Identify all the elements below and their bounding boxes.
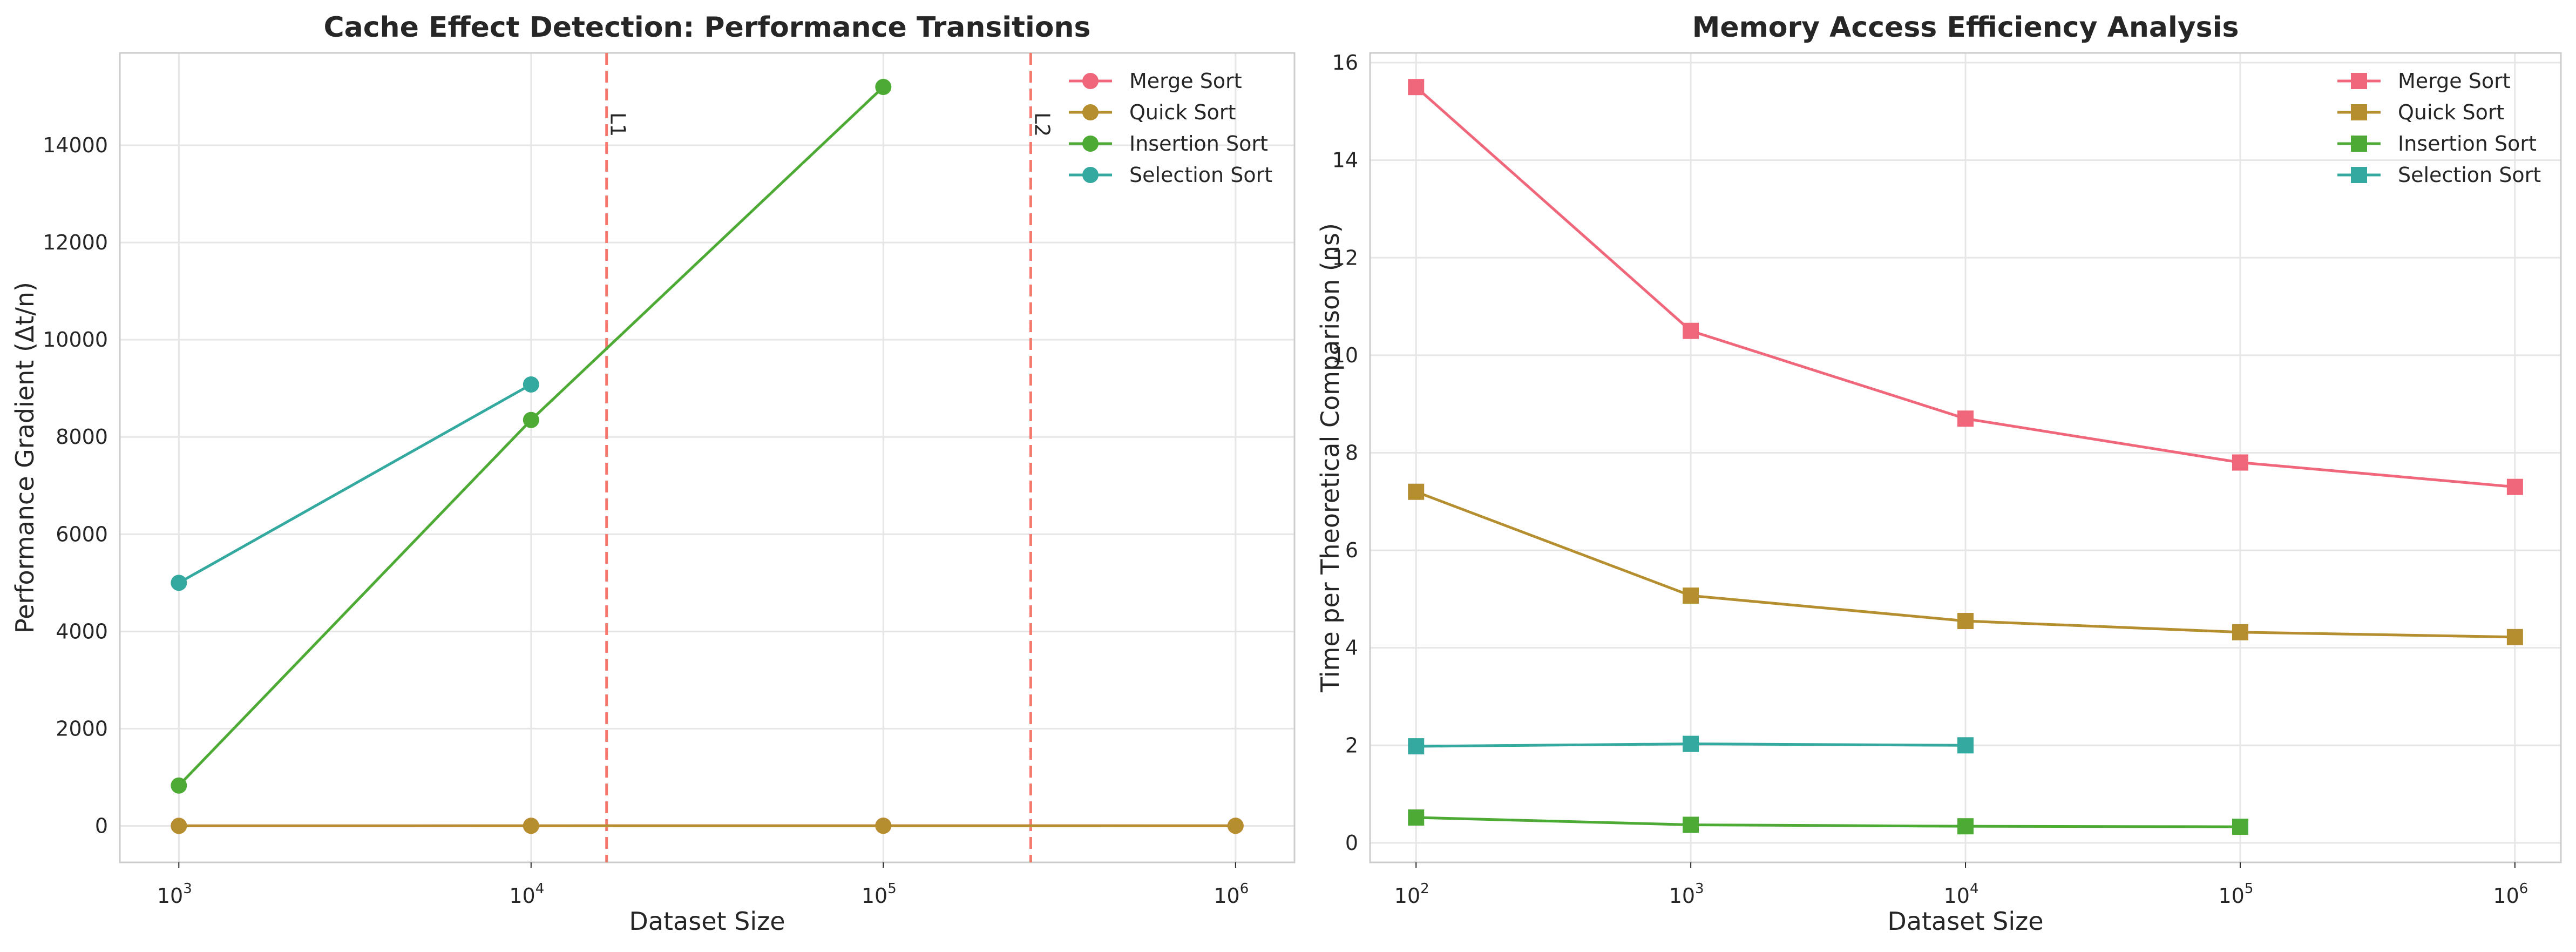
legend-marker [1082,73,1099,89]
x-axis-label: Dataset Size [629,907,785,936]
y-axis-label: Time per Theoretical Comparison (ns) [1316,223,1345,693]
legend-label: Merge Sort [2398,69,2511,93]
data-point [1683,816,1699,833]
data-point [2232,819,2248,835]
y-tick-label: 14 [1332,148,1358,172]
legend-marker [1082,136,1099,152]
y-tick-label: 10 [1332,343,1358,367]
x-tick-label: 105 [2218,881,2253,908]
data-point [171,575,187,591]
legend-marker [2351,73,2367,89]
data-point [1408,79,1425,96]
x-tick-label: 106 [2493,881,2528,908]
data-point [1683,735,1699,752]
chart-panel-memory-efficiency: 102 103 104 105 106 0 2 4 6 8 10 12 14 16 Merge Sort Qu… [1316,11,2562,936]
y-tick-label: 6000 [56,522,108,546]
legend-marker [1082,104,1099,120]
data-point [2506,478,2523,495]
data-point [1957,613,1974,630]
x-tick-label: 105 [862,881,897,908]
y-axis-label: Performance Gradient (Δt/n) [10,282,39,633]
data-point [875,818,892,834]
legend-marker [2351,167,2367,183]
cache-line-label: L1 [606,112,630,137]
legend-marker [2351,136,2367,152]
y-tick-label: 8000 [56,425,108,449]
y-tick-label: 4 [1345,636,1358,660]
legend-label: Merge Sort [1129,69,1242,93]
y-tick-label: 2000 [56,717,108,740]
data-point [1957,737,1974,754]
data-point [1227,818,1244,834]
legend-label: Quick Sort [1129,100,1236,124]
chart-panel-cache-effect: 103 104 105 106 0 2000 4000 6000 8000 10000 12000 1… [10,11,1296,936]
legend-label: Selection Sort [2398,163,2541,187]
y-tick-label: 0 [1345,831,1358,855]
y-tick-label: 12 [1332,246,1358,269]
data-point [1957,410,1974,427]
legend-marker [2351,104,2367,120]
data-point [1408,809,1425,826]
legend-label: Quick Sort [2398,100,2504,124]
legend-marker [1082,167,1099,183]
data-point [1408,738,1425,755]
chart-title: Cache Effect Detection: Performance Tran… [323,11,1090,44]
y-tick-label: 16 [1332,51,1358,75]
legend-label: Insertion Sort [1129,132,1268,156]
series-line-selection-sort [178,383,532,584]
cache-line-label: L2 [1030,112,1054,137]
data-point [2506,629,2523,645]
legend-label: Selection Sort [1129,163,1272,187]
y-tick-label: 2 [1345,733,1358,757]
data-point [2232,454,2248,471]
legend-label: Insertion Sort [2398,132,2537,156]
data-point [523,376,539,393]
x-axis-label: Dataset Size [1887,907,2043,936]
series-line-insertion-sort [1416,816,2240,828]
x-tick-label: 104 [1944,881,1979,908]
y-tick-label: 4000 [56,619,108,643]
x-tick-label: 104 [509,881,544,908]
x-tick-label: 106 [1214,881,1249,908]
data-point [1957,818,1974,835]
data-point [875,79,892,96]
data-point [2232,624,2248,640]
y-tick-label: 8 [1345,441,1358,464]
data-point [1408,483,1425,500]
x-tick-label: 103 [157,881,192,908]
y-tick-label: 10000 [43,328,108,352]
y-tick-label: 14000 [43,133,108,157]
y-tick-label: 0 [95,814,108,838]
data-point [523,411,539,428]
plot-frame [119,52,1296,863]
data-point [171,777,187,794]
y-tick-label: 6 [1345,538,1358,562]
y-tick-label: 12000 [43,231,108,254]
x-tick-label: 103 [1669,881,1704,908]
data-point [171,818,187,834]
data-point [523,818,539,834]
x-tick-label: 102 [1394,881,1429,908]
data-point [1683,588,1699,604]
chart-title: Memory Access Efficiency Analysis [1692,11,2239,44]
data-point [1683,322,1699,339]
